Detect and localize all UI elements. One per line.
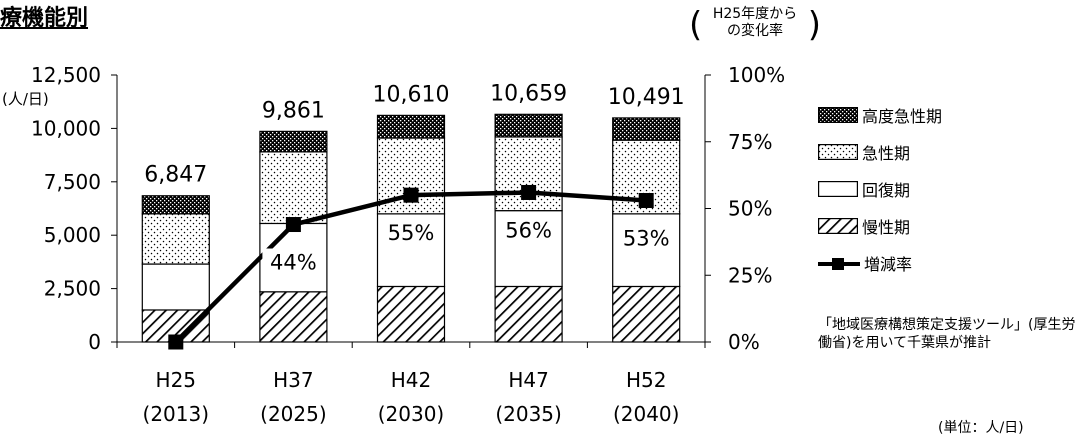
- right-axis-title: ( H25年度から の変化率 ): [689, 6, 821, 44]
- legend-item-high-acute: 高度急性期: [818, 96, 942, 133]
- bar-total-label: 10,659: [490, 81, 567, 106]
- bar-segment: [259, 130, 328, 153]
- bar-segment: [376, 114, 446, 139]
- legend-swatch-line-marker: [818, 255, 860, 271]
- y2-tick-label: 0%: [728, 330, 760, 354]
- change-rate-marker: [638, 192, 654, 208]
- x-tick-label-year: (2013): [143, 402, 210, 426]
- x-tick-label: H37: [273, 368, 314, 392]
- change-rate-marker: [521, 184, 537, 200]
- bar-segment: [141, 263, 210, 311]
- rate-label-bg: [380, 219, 442, 248]
- bar-segment: [494, 113, 563, 138]
- y-tick-label: 0: [88, 330, 101, 354]
- legend-label: 慢性期: [862, 217, 911, 237]
- legend-swatch-diagonal: [818, 217, 858, 234]
- y2-tick-label: 50%: [728, 197, 772, 221]
- rate-label: 53%: [623, 226, 670, 250]
- x-tick-label: H47: [508, 368, 549, 392]
- change-rate-marker: [168, 334, 184, 350]
- y2-tick-label: 100%: [728, 63, 785, 87]
- legend-item-change-rate: 増減率: [818, 244, 942, 281]
- bar-total-label: 10,610: [373, 82, 450, 107]
- bar-segment: [376, 285, 446, 343]
- bar-segment: [259, 151, 328, 225]
- change-rate-marker: [285, 217, 301, 233]
- x-tick-label-year: (2025): [260, 402, 327, 426]
- bar-total-label: 6,847: [144, 163, 207, 188]
- legend-swatch-dense: [818, 106, 858, 123]
- y-tick-label: 10,000: [31, 116, 101, 140]
- right-axis-title-line-1: H25年度から: [712, 6, 798, 22]
- x-tick-label-year: (2040): [613, 402, 680, 426]
- bar-segment: [494, 285, 563, 343]
- legend-item-recovery: 回復期: [818, 170, 942, 207]
- chart-title: 療機能別: [0, 6, 89, 31]
- y2-tick-label: 75%: [728, 130, 772, 154]
- source-note: 「地域医療構想策定支援ツール」(厚生労働省)を用いて千葉県が推計: [818, 317, 1076, 351]
- change-rate-marker: [403, 187, 419, 203]
- y-tick-label: 7,500: [44, 170, 101, 194]
- x-tick-label-year: (2030): [378, 402, 445, 426]
- bar-segment: [612, 285, 681, 343]
- legend-label: 回復期: [862, 180, 911, 200]
- legend-item-acute: 急性期: [818, 133, 942, 170]
- bar-total-label: 10,491: [608, 85, 685, 110]
- rate-label: 55%: [388, 221, 435, 245]
- bar-segment: [612, 117, 681, 141]
- legend-label: 増減率: [864, 254, 913, 274]
- y-axis-unit-label: (人/日): [2, 90, 49, 108]
- rate-label: 44%: [270, 251, 317, 275]
- right-axis-title-line-2: の変化率: [727, 23, 783, 39]
- rate-label-bg: [262, 248, 325, 277]
- y-tick-label: 2,500: [44, 277, 101, 301]
- unit-note: (単位：人/日): [938, 420, 1024, 436]
- rate-label-bg: [497, 216, 560, 245]
- legend-swatch-dots: [818, 143, 858, 160]
- legend-item-chronic: 慢性期: [818, 207, 942, 244]
- bar-total-label: 9,861: [262, 98, 325, 123]
- legend: 高度急性期 急性期 回復期 慢性期 増減率: [818, 96, 942, 281]
- x-tick-label: H42: [391, 368, 432, 392]
- legend-label: 高度急性期: [862, 106, 943, 126]
- legend-swatch-white: [818, 180, 858, 197]
- bar-segment: [259, 291, 328, 343]
- left-paren-icon: (: [689, 5, 703, 45]
- y-tick-label: 12,500: [31, 63, 101, 87]
- rate-label-bg: [615, 224, 678, 253]
- rate-label: 56%: [505, 218, 552, 242]
- bar-segment: [141, 195, 210, 215]
- bar-segment: [141, 213, 210, 265]
- x-tick-label-year: (2035): [495, 402, 562, 426]
- x-tick-label: H52: [626, 368, 667, 392]
- x-tick-label: H25: [156, 368, 197, 392]
- y-tick-label: 5,000: [44, 223, 101, 247]
- legend-label: 急性期: [862, 143, 911, 163]
- y2-tick-label: 25%: [728, 263, 772, 287]
- right-paren-icon: ): [807, 5, 821, 45]
